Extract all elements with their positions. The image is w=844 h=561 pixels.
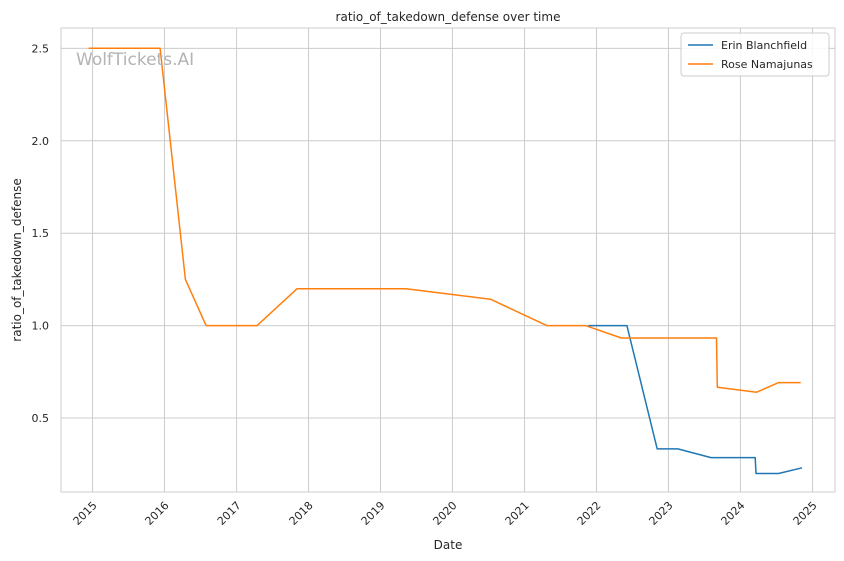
x-tick-label: 2018 — [287, 499, 316, 528]
x-tick-label: 2022 — [575, 499, 604, 528]
x-axis-title: Date — [434, 538, 463, 552]
legend: Erin Blanchfield Rose Namajunas — [680, 32, 830, 77]
x-tick-label: 2016 — [143, 499, 172, 528]
grid — [61, 28, 835, 492]
series-line-erin-blanchfield — [588, 324, 803, 475]
legend-label-erin-blanchfield: Erin Blanchfield — [721, 39, 807, 52]
series-line-rose-namajunas — [88, 47, 801, 393]
x-axis-ticks: 2015 2016 2017 2018 2019 2020 2021 2022 2023 2024… — [71, 499, 820, 528]
y-tick-label: 2.0 — [32, 135, 50, 148]
x-tick-label: 2023 — [647, 499, 676, 528]
x-tick-label: 2015 — [71, 499, 100, 528]
x-tick-label: 2019 — [359, 499, 388, 528]
x-tick-label: 2020 — [431, 499, 460, 528]
y-tick-label: 1.5 — [32, 227, 50, 240]
y-tick-label: 1.0 — [32, 320, 50, 333]
legend-box — [680, 32, 830, 77]
chart-title: ratio_of_takedown_defense over time — [336, 10, 561, 24]
y-tick-label: 0.5 — [32, 412, 50, 425]
legend-label-rose-namajunas: Rose Namajunas — [721, 58, 813, 71]
watermark: WolfTickets.AI — [76, 50, 194, 70]
y-axis-ticks: 0.5 1.0 1.5 2.0 2.5 — [32, 42, 50, 425]
x-tick-label: 2025 — [791, 499, 820, 528]
plot-area — [60, 27, 836, 493]
series-group — [88, 47, 803, 475]
y-tick-label: 2.5 — [32, 42, 50, 55]
y-axis-title: ratio_of_takedown_defense — [10, 178, 24, 341]
x-tick-label: 2017 — [215, 499, 244, 528]
x-tick-label: 2024 — [719, 499, 748, 528]
x-tick-label: 2021 — [503, 499, 532, 528]
